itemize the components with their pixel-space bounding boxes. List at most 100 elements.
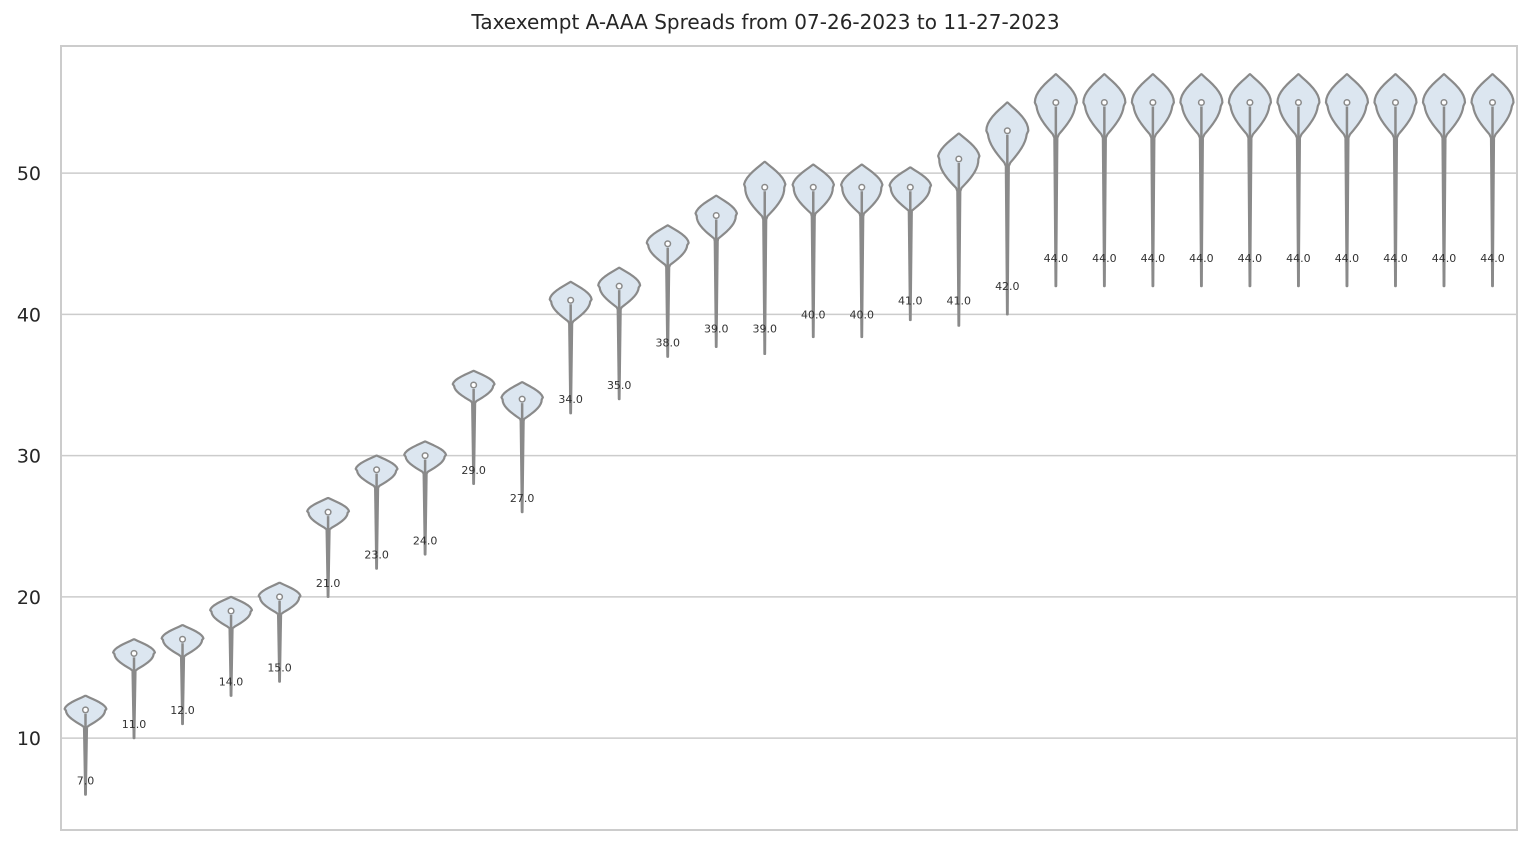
violin-median-point [761,183,769,191]
violin-median-point [470,381,478,389]
violin-13 [645,224,690,358]
y-tick-label: 20 [17,587,41,609]
violin-data-label: 44.0 [1044,252,1069,265]
violin-median-point [664,240,672,248]
violin-data-label: 7.0 [77,775,95,788]
violin-median-point [178,635,187,643]
violin-data-label: 42.0 [995,280,1020,293]
violin-data-label: 38.0 [655,337,680,350]
y-tick-label: 10 [17,728,41,750]
violin-27 [1324,73,1370,288]
violin-median-point [1343,98,1351,107]
violin-median-point [1149,98,1157,107]
violin-data-label: 44.0 [1092,252,1117,265]
violin-median-point [1052,98,1060,107]
violin-15 [743,160,787,356]
violin-5 [257,581,302,683]
violin-median-point [130,649,138,657]
violin-data-label: 34.0 [558,393,583,406]
violin-19 [937,132,981,327]
violin-data-label: 41.0 [898,294,923,307]
violin-20 [985,101,1030,316]
violin-data-label: 44.0 [1189,252,1214,265]
violin-data-label: 21.0 [316,577,341,590]
violin-median-point [809,183,817,191]
violin-data-label: 11.0 [122,718,147,731]
violin-median-point [373,466,381,474]
violin-25 [1227,73,1273,288]
violin-median-point [324,508,332,516]
violin-median-point [1488,98,1497,107]
violin-12 [597,266,642,401]
violin-data-label: 44.0 [1286,252,1311,265]
violin-median-point [227,607,235,615]
violin-data-label: 24.0 [413,534,438,547]
violin-median-point [1391,98,1400,107]
violin-data-label: 44.0 [1383,252,1408,265]
violin-17 [839,163,884,339]
y-tick-label: 30 [17,446,41,468]
violin-median-point [906,183,914,191]
data-label-layer: 7.0 11.0 12.0 14.0 15.0 21.0 23.0 24.0 29.0 27.0 3… [77,252,1505,788]
violin-data-label: 15.0 [267,662,292,675]
violin-data-label: 14.0 [219,676,244,689]
violin-data-label: 40.0 [801,308,826,321]
grid-layer [61,172,1517,739]
violin-24 [1179,73,1224,288]
violin-21 [1033,73,1078,288]
violin-9 [451,369,496,486]
violin-median-point [858,183,866,191]
violin-14 [694,194,739,348]
violin-median-point [1294,98,1302,107]
violin-data-label: 41.0 [947,294,972,307]
violin-10 [500,381,544,514]
violin-median-point [81,706,90,714]
violin-7 [354,454,399,570]
violin-22 [1082,73,1127,288]
violin-median-point [955,155,963,163]
violin-data-label: 39.0 [704,323,729,336]
violin-data-label: 44.0 [1432,252,1457,265]
violin-data-label: 44.0 [1480,252,1505,265]
violin-data-label: 39.0 [752,323,777,336]
violin-median-point [421,452,429,460]
violin-median-point [567,296,575,304]
violin-median-point [518,395,526,403]
violin-26 [1276,73,1321,288]
plot-frame [60,45,1518,831]
violin-median-point [276,593,284,601]
violin-2 [112,638,156,740]
violin-median-point [1197,98,1205,107]
violin-3 [160,624,205,726]
violin-11 [548,280,593,415]
violin-data-label: 44.0 [1335,252,1360,265]
violin-data-label: 35.0 [607,379,632,392]
violin-data-label: 12.0 [170,704,195,717]
violin-median-point [1003,127,1011,135]
violin-median-point [1440,98,1448,107]
violin-29 [1421,73,1467,288]
y-tick-layer: 10 20 30 40 50 [17,163,41,750]
violin-data-label: 44.0 [1141,252,1166,265]
chart-title: Taxexempt A-AAA Spreads from 07-26-2023 … [471,10,1060,34]
violin-28 [1373,73,1418,288]
violin-layer [63,73,1515,796]
violin-median-point [615,282,623,290]
violin-1 [63,694,108,796]
violin-data-label: 27.0 [510,492,535,505]
violin-8 [403,440,448,556]
violin-median-point [712,211,720,220]
violin-6 [306,496,351,599]
violin-data-label: 29.0 [461,464,486,477]
y-tick-label: 50 [17,163,41,185]
violin-16 [791,163,836,339]
violin-data-label: 23.0 [364,549,389,562]
y-tick-label: 40 [17,304,41,326]
violin-4 [209,595,254,697]
violin-data-label: 44.0 [1238,252,1263,265]
violin-30 [1470,73,1515,288]
violin-18 [888,166,933,322]
violin-median-point [1246,98,1254,107]
